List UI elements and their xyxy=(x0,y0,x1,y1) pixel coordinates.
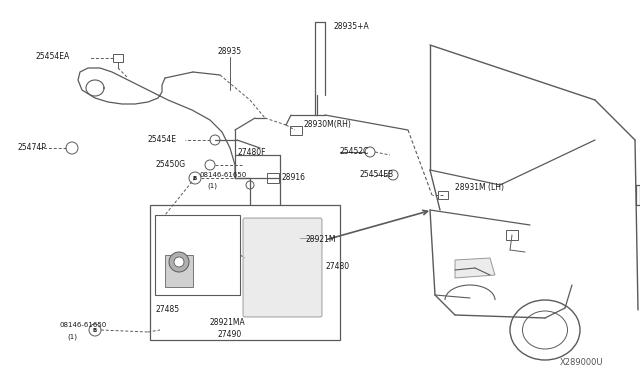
FancyBboxPatch shape xyxy=(243,218,322,317)
Text: 25452C: 25452C xyxy=(340,147,369,156)
Circle shape xyxy=(246,181,254,189)
Bar xyxy=(155,215,240,295)
Text: 28930M(RH): 28930M(RH) xyxy=(303,120,351,129)
Circle shape xyxy=(205,160,215,170)
Text: 25454EB: 25454EB xyxy=(360,170,394,179)
Circle shape xyxy=(294,232,306,244)
Circle shape xyxy=(174,257,184,267)
Text: X289000U: X289000U xyxy=(560,358,604,367)
Circle shape xyxy=(365,147,375,157)
Bar xyxy=(190,304,200,312)
Text: 28931M (LH): 28931M (LH) xyxy=(455,183,504,192)
Text: B: B xyxy=(93,327,97,333)
Text: (1): (1) xyxy=(67,334,77,340)
Circle shape xyxy=(169,252,189,272)
Bar xyxy=(169,287,177,293)
Text: B: B xyxy=(193,176,197,180)
Bar xyxy=(113,54,123,62)
Text: 27485: 27485 xyxy=(155,305,179,314)
Text: (1): (1) xyxy=(207,182,217,189)
Bar xyxy=(150,205,340,340)
Bar xyxy=(506,230,518,240)
Circle shape xyxy=(66,142,78,154)
Text: 08146-61650: 08146-61650 xyxy=(200,172,247,178)
Text: 28935: 28935 xyxy=(218,47,242,56)
Bar xyxy=(438,191,448,199)
Polygon shape xyxy=(455,258,495,278)
Circle shape xyxy=(189,172,201,184)
Bar xyxy=(165,255,193,287)
Text: 28921MA: 28921MA xyxy=(210,318,246,327)
Text: 25474P: 25474P xyxy=(18,143,47,152)
Text: 27480F: 27480F xyxy=(237,148,266,157)
Text: 25450G: 25450G xyxy=(155,160,185,169)
Bar xyxy=(290,125,302,135)
Text: 25454E: 25454E xyxy=(148,135,177,144)
Bar xyxy=(182,287,190,293)
Text: 25454EA: 25454EA xyxy=(35,52,69,61)
Text: 28916: 28916 xyxy=(282,173,306,182)
Circle shape xyxy=(182,294,190,302)
Text: 27490: 27490 xyxy=(218,330,243,339)
Text: 27480: 27480 xyxy=(325,262,349,271)
Text: 28921M: 28921M xyxy=(305,235,335,244)
Circle shape xyxy=(169,294,177,302)
Circle shape xyxy=(210,135,220,145)
Circle shape xyxy=(89,324,101,336)
Text: 08146-61650: 08146-61650 xyxy=(60,322,108,328)
Circle shape xyxy=(388,170,398,180)
Bar xyxy=(267,173,279,183)
Text: 28935+A: 28935+A xyxy=(333,22,369,31)
